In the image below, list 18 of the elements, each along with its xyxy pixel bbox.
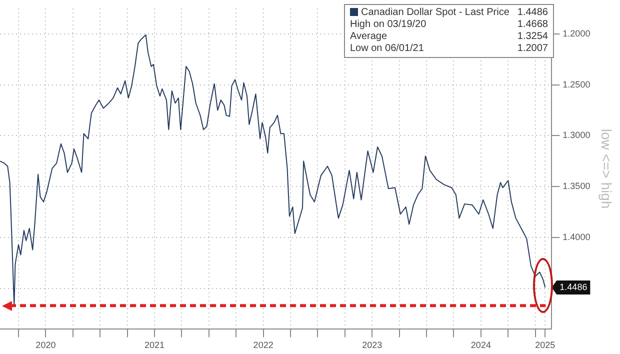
y-axis-title: low <=> high (598, 128, 615, 209)
y-tick-label: 1.2000 (562, 28, 590, 38)
x-tick-label: 2021 (144, 340, 165, 350)
text: Average 1.3254 (350, 31, 548, 42)
y-tick-label: 1.2500 (562, 79, 590, 90)
x-tick-label: 2020 (36, 340, 56, 350)
text: High on 03/19/20 1.4668 (350, 19, 548, 30)
x-tick-label: 2025 (535, 340, 556, 350)
x-tick-label: 2024 (470, 340, 491, 350)
y-tick-label: 1.4000 (562, 232, 590, 242)
text: Low on 06/01/21 1.2007 (350, 43, 548, 54)
x-tick-label: 2022 (253, 340, 274, 350)
annotation: 1.4486 (517, 7, 548, 19)
y-tick-label: 1.3500 (562, 181, 590, 192)
y-tick-label: 1.3000 (562, 130, 590, 140)
legend-label: Canadian Dollar Spot - Last Price (360, 7, 510, 19)
x-tick-label: 2023 (362, 340, 382, 350)
text: 1.4486 (560, 282, 588, 292)
